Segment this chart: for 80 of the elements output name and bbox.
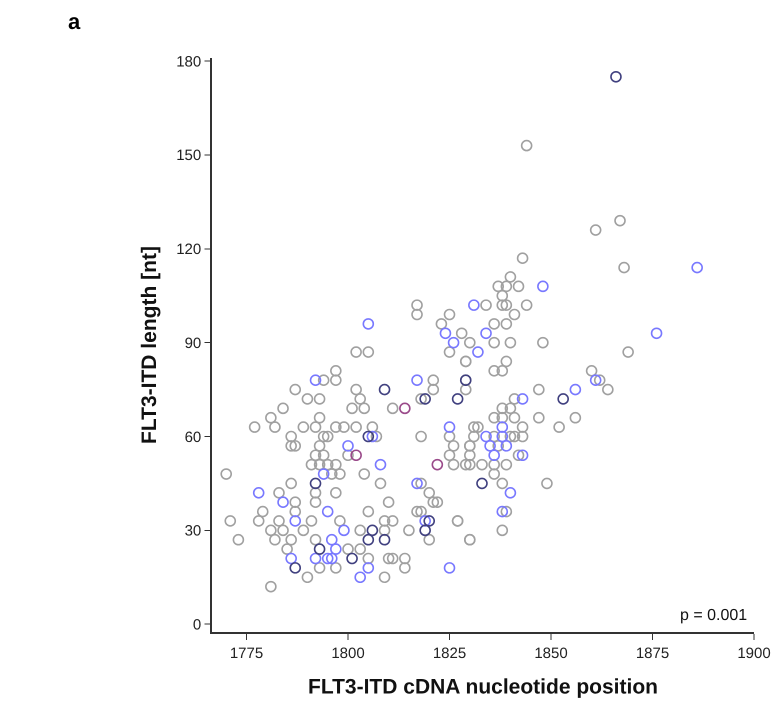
point (448, 336, 460, 348)
y-tick-label: 0 (192, 616, 202, 634)
point (326, 534, 338, 546)
point (419, 524, 431, 536)
point (537, 280, 549, 292)
point (322, 552, 334, 564)
point (516, 393, 528, 405)
x-tick-label: 1825 (432, 644, 466, 662)
point (570, 384, 582, 396)
point (354, 571, 366, 584)
point (330, 543, 342, 555)
point (496, 421, 508, 433)
point (289, 515, 302, 527)
point (362, 318, 374, 330)
point (366, 524, 378, 536)
point (318, 468, 330, 480)
point (378, 384, 390, 396)
point (500, 440, 512, 452)
y-axis-title: FLT3-ITD length [nt] (138, 246, 161, 444)
y-tick-label: 180 (176, 53, 202, 70)
y-tick-label: 90 (184, 334, 202, 352)
point (310, 374, 322, 386)
point (480, 430, 492, 442)
point (504, 487, 516, 499)
point (496, 506, 508, 518)
point (252, 487, 264, 499)
x-tick-label: 1775 (230, 644, 264, 662)
x-tick-label: 1800 (331, 644, 365, 662)
point (399, 402, 411, 414)
point (411, 374, 423, 386)
point (691, 262, 703, 274)
annotation: p = 0.001 (680, 607, 748, 624)
point (314, 543, 326, 555)
point (366, 430, 378, 442)
point (277, 496, 289, 508)
point (338, 524, 350, 536)
point (557, 393, 569, 405)
x-tick-label: 1900 (737, 644, 771, 662)
point (650, 327, 662, 340)
text: a (68, 9, 81, 34)
x-tick-label: 1850 (534, 644, 568, 662)
point (342, 440, 354, 452)
point (488, 449, 500, 462)
x-tick-label: 1875 (636, 644, 670, 662)
point (310, 478, 322, 490)
point (362, 430, 374, 442)
point (378, 534, 390, 546)
point (516, 449, 528, 462)
point (476, 478, 488, 490)
point (326, 552, 338, 564)
point (468, 299, 480, 311)
point (496, 430, 508, 442)
y-tick-label: 30 (184, 522, 202, 540)
point (285, 552, 297, 564)
point (484, 440, 496, 452)
point (346, 552, 358, 564)
point (362, 562, 374, 574)
point (322, 506, 334, 518)
point (411, 478, 423, 490)
point (374, 458, 386, 470)
point (472, 346, 484, 358)
point (480, 327, 492, 340)
point (423, 515, 436, 527)
point (452, 393, 464, 405)
point (350, 449, 362, 462)
point (440, 327, 452, 340)
y-tick-label: 150 (176, 147, 202, 164)
point (310, 552, 322, 564)
point (432, 458, 444, 470)
point (362, 534, 374, 546)
y-tick-label: 120 (176, 241, 202, 258)
point (289, 562, 302, 574)
point (590, 374, 602, 386)
point (419, 515, 431, 527)
point (444, 562, 456, 574)
point (419, 393, 431, 405)
x-axis-title: FLT3-ITD cDNA nucleotide position (308, 675, 658, 698)
point (444, 421, 456, 433)
y-tick-label: 60 (184, 428, 202, 446)
point (610, 70, 622, 83)
